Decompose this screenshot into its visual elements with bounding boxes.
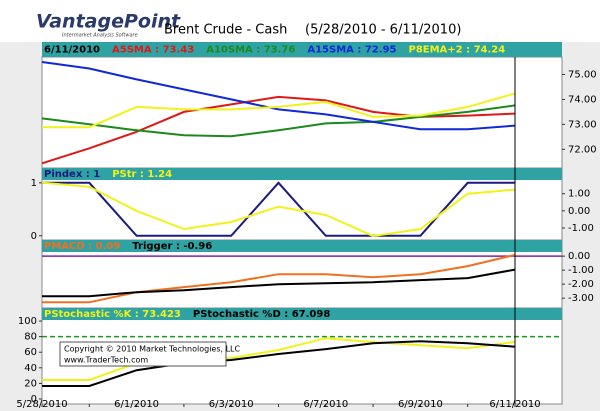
y-tick-label: -2.00: [568, 279, 594, 290]
series-line: [42, 340, 516, 387]
legend-entry: PStr : 1.24: [112, 169, 172, 180]
y-tick-label: -3.00: [568, 293, 594, 304]
y-tick-label: 40: [24, 363, 37, 374]
legend-entry: PStochastic %K : 73.423: [44, 309, 181, 320]
legend-entry: A10SMA : 73.76: [206, 45, 295, 56]
legend-entry: A5SMA : 73.43: [112, 45, 194, 56]
copyright-frame: [59, 341, 227, 367]
y2-tick-label: -1.00: [568, 223, 594, 234]
series-line: [42, 253, 516, 304]
y-tick-label: 1: [31, 178, 37, 189]
x-tick-label: 6/11/2010: [489, 399, 540, 410]
panel-header: [42, 42, 562, 57]
x-tick-label: 6/1/2010: [114, 399, 159, 410]
y-tick-label: 60: [24, 347, 37, 358]
series-line: [42, 337, 516, 381]
top-bar: [0, 0, 600, 42]
legend-entry: Pindex : 1: [44, 169, 100, 180]
plots: 72.00 73.00 74.00 75.00 6/11/2010 A5SMA : 73.…: [16, 42, 597, 410]
x-tick-label: 6/3/2010: [209, 399, 254, 410]
copyright-url: www.TraderTech.com: [64, 356, 148, 365]
legend-entry: 6/11/2010: [44, 45, 100, 56]
series-line: [41, 181, 516, 238]
y-tick-label: 72.00: [568, 144, 597, 155]
series-line: [41, 104, 516, 138]
logo-tagline: Intermarket Analysis Software: [62, 33, 138, 39]
y-tick-label: 73.00: [568, 119, 597, 130]
y2-tick-label: 0.00: [568, 206, 590, 217]
y-tick-label: -1.00: [568, 265, 594, 276]
series-line: [42, 92, 516, 129]
panel-header: [42, 168, 562, 180]
y-tick-label: 75.00: [568, 69, 597, 80]
x-tick-label: 5/28/2010: [16, 399, 67, 410]
legend-entry: PMACD : 0.09: [44, 241, 120, 252]
legend-entry: PStochastic %D : 67.098: [193, 309, 330, 320]
title: Brent Crude - Cash: [164, 23, 287, 38]
series-line: [42, 268, 516, 298]
x-tick-label: 6/7/2010: [303, 399, 348, 410]
panel-header: [42, 240, 562, 252]
x-tick-label: 6/9/2010: [398, 399, 443, 410]
y-tick-label: 74.00: [568, 94, 597, 105]
date-range: (5/28/2010 - 6/11/2010): [305, 23, 461, 38]
legend-entry: A15SMA : 72.95: [307, 45, 396, 56]
copyright-box: Copyright © 2010 Market Technologies, LL…: [59, 341, 241, 367]
legend-entry: P8EMA+2 : 74.24: [408, 45, 505, 56]
series-line: [41, 61, 516, 131]
y-tick-label: 20: [24, 378, 37, 389]
copyright-text: Copyright © 2010 Market Technologies, LL…: [64, 345, 241, 354]
y2-tick-label: 1.00: [568, 189, 590, 200]
series-line: [41, 95, 516, 165]
legend-entry: Trigger : -0.96: [132, 241, 212, 252]
y-tick-label: 0.00: [568, 251, 590, 262]
y-tick-label: 100: [18, 316, 37, 327]
y-tick-label: 0: [31, 394, 37, 405]
panel-header: [42, 308, 562, 320]
logo: VantagePoint: [36, 11, 181, 33]
y-tick-label: 80: [24, 332, 37, 343]
y-tick-label: 0: [31, 231, 37, 242]
